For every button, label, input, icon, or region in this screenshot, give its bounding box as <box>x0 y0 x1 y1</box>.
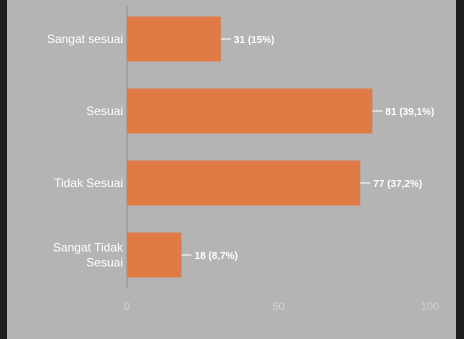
bar-2 <box>127 160 361 206</box>
x-tick-label-0: 0 <box>124 301 130 313</box>
data-label-0: 31 (15%) <box>234 35 275 46</box>
bar-0 <box>127 16 221 62</box>
bar-chart: Sangat sesuai Sesuai Tidak Sesuai Sangat Ti… <box>47 5 439 313</box>
data-label-1: 81 (39,1%) <box>385 107 434 118</box>
data-label-2: 77 (37,2%) <box>373 179 422 190</box>
data-label-3: 18 (8,7%) <box>195 251 238 262</box>
bar-3 <box>127 232 182 278</box>
category-label-0: Sangat sesuai <box>47 32 123 46</box>
category-label-2: Tidak Sesuai <box>54 176 123 190</box>
x-tick-label-2: 100 <box>421 301 439 313</box>
category-label-3: Sangat Tidak Sesuai <box>53 241 124 270</box>
x-tick-label-1: 50 <box>272 301 284 313</box>
category-label-1: Sesuai <box>86 104 123 118</box>
bar-1 <box>127 88 373 134</box>
chart-panel: Sangat sesuai Sesuai Tidak Sesuai Sangat Ti… <box>7 0 456 339</box>
